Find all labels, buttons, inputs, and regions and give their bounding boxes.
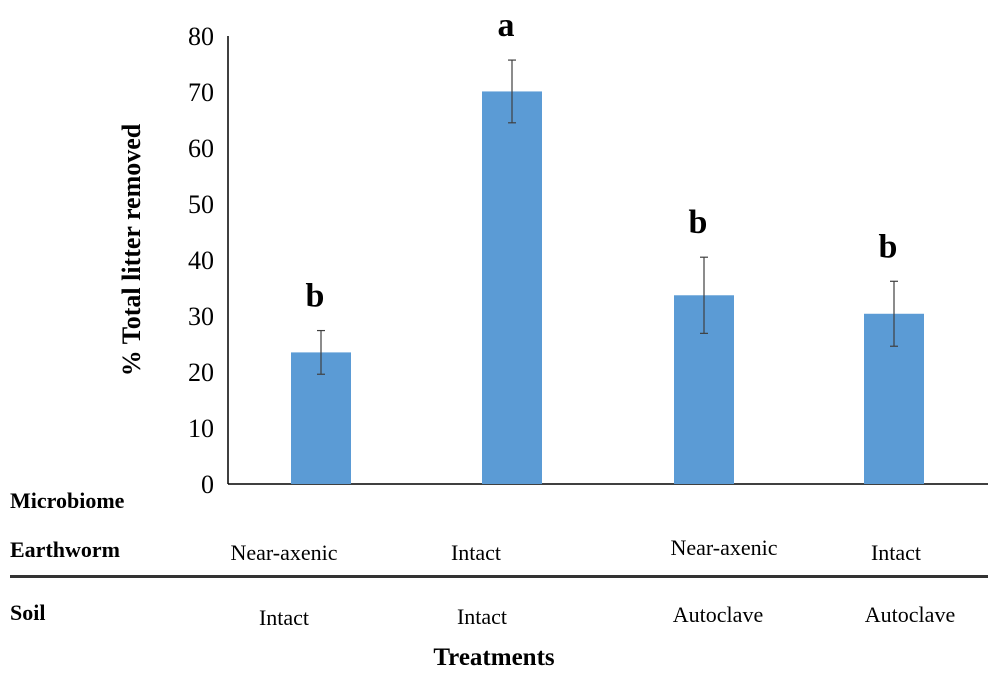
significance-letter-1: b: [306, 278, 325, 315]
y-tick-label-8: 80: [188, 22, 214, 51]
significance-letter-4: b: [879, 228, 898, 265]
y-tick-label-2: 20: [188, 358, 214, 387]
soil-cell-1: Intact: [258, 605, 310, 630]
earthworm-cell-4: Intact: [870, 540, 922, 565]
significance-letter-2: a: [498, 7, 515, 44]
y-tick-label-1: 10: [188, 414, 214, 443]
table-divider: [10, 575, 988, 578]
y-tick-label-5: 50: [188, 190, 214, 219]
y-axis-title: % Total litter removed: [117, 123, 146, 376]
row-label-soil: Soil: [10, 600, 46, 625]
earthworm-cell-2: Intact: [450, 540, 502, 565]
y-tick-label-7: 70: [188, 78, 214, 107]
significance-letter-3: b: [689, 204, 708, 241]
y-tick-label-6: 60: [188, 134, 214, 163]
y-tick-label-3: 30: [188, 302, 214, 331]
x-axis-title: Treatments: [433, 644, 555, 671]
soil-cell-4: Autoclave: [864, 602, 956, 627]
earthworm-cell-1: Near-axenic: [230, 540, 338, 565]
soil-cell-3: Autoclave: [672, 602, 764, 627]
earthworm-cell-3: Near-axenic: [670, 535, 778, 560]
row-label-microbiome: Microbiome: [10, 488, 125, 513]
y-tick-label-4: 40: [188, 246, 214, 275]
bar-2: [482, 91, 542, 484]
y-tick-label-0: 0: [201, 470, 214, 499]
soil-cell-2: Intact: [456, 604, 508, 629]
row-label-earthworm: Earthworm: [10, 537, 120, 562]
